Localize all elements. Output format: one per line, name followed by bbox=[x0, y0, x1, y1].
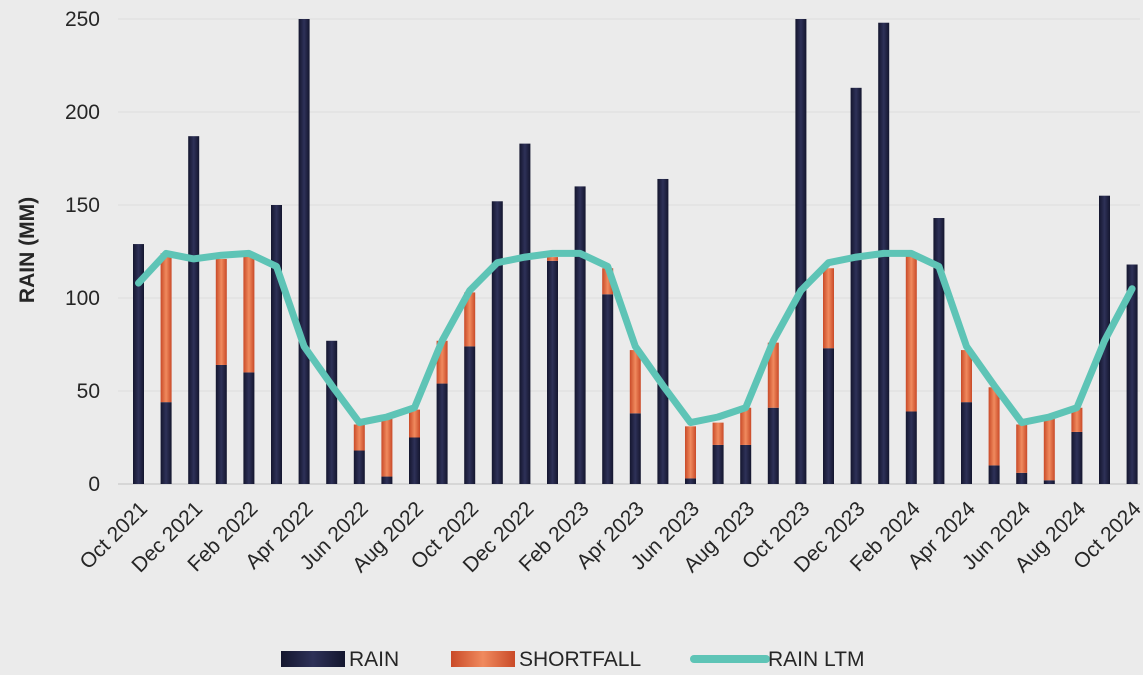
bar-rain bbox=[657, 178, 669, 484]
bar-shortfall bbox=[1071, 407, 1083, 432]
bar-shortfall bbox=[243, 253, 255, 373]
legend-swatch-shortfall bbox=[451, 651, 515, 667]
legend: RAIN SHORTFALL RAIN LTM bbox=[281, 648, 864, 671]
bar-shortfall bbox=[823, 268, 834, 349]
bar-rain bbox=[740, 444, 752, 484]
y-tick-label: 150 bbox=[65, 194, 100, 217]
bar-shortfall bbox=[629, 350, 641, 414]
legend-item-rain: RAIN bbox=[281, 648, 399, 671]
bar-rain bbox=[271, 205, 282, 484]
bar-rain bbox=[1071, 431, 1083, 484]
bar-shortfall bbox=[988, 387, 1000, 466]
bar-shortfall bbox=[547, 257, 558, 261]
legend-swatch-rain bbox=[281, 651, 345, 667]
bar-rain bbox=[547, 260, 558, 484]
bar-shortfall bbox=[712, 422, 724, 445]
bar-rain bbox=[685, 478, 696, 484]
bar-shortfall bbox=[740, 407, 752, 445]
bar-rain bbox=[381, 476, 393, 484]
bar-rain bbox=[464, 346, 476, 484]
bar-rain bbox=[243, 372, 255, 484]
line-rain-ltm bbox=[135, 249, 1136, 427]
bar-rain bbox=[712, 444, 724, 484]
bar-rain bbox=[188, 136, 200, 484]
bar-shortfall bbox=[905, 255, 917, 412]
bar-shortfall bbox=[160, 253, 172, 403]
y-axis-ticks: 0 50 100 150 200 250 bbox=[65, 8, 100, 496]
bar-rain bbox=[1126, 264, 1138, 484]
bar-shortfall bbox=[464, 292, 476, 347]
legend-label-rain-ltm: RAIN LTM bbox=[768, 648, 864, 671]
bar-rain bbox=[409, 437, 420, 484]
bar-rain bbox=[298, 19, 310, 484]
y-axis-label: RAIN (MM) bbox=[16, 197, 39, 303]
bar-shortfall bbox=[409, 409, 420, 438]
bar-rain bbox=[491, 201, 503, 484]
bar-rain bbox=[1016, 472, 1028, 484]
bar-rain bbox=[823, 348, 834, 484]
bar-rain bbox=[326, 340, 338, 484]
bar-shortfall bbox=[602, 268, 614, 295]
bar-shortfall bbox=[1016, 424, 1028, 473]
legend-label-shortfall: SHORTFALL bbox=[519, 648, 641, 671]
bar-shortfall bbox=[353, 424, 365, 451]
bar-rain bbox=[767, 407, 779, 484]
bar-rain bbox=[436, 383, 448, 484]
bar-shortfall bbox=[961, 350, 972, 403]
bar-shortfall bbox=[685, 426, 696, 479]
bar-shortfall bbox=[215, 258, 227, 365]
bar-rain bbox=[133, 244, 144, 484]
bar-shortfall bbox=[767, 342, 779, 408]
bar-shortfall bbox=[1043, 415, 1055, 481]
bars bbox=[133, 19, 1138, 484]
bar-rain bbox=[160, 402, 172, 484]
bar-rain bbox=[629, 413, 641, 484]
bar-rain bbox=[850, 87, 862, 484]
bar-rain bbox=[353, 450, 365, 484]
bar-rain bbox=[961, 402, 972, 484]
bar-rain bbox=[905, 411, 917, 484]
y-tick-label: 200 bbox=[65, 101, 100, 124]
bar-rain bbox=[795, 19, 807, 484]
bar-shortfall bbox=[436, 340, 448, 384]
bar-rain bbox=[215, 364, 227, 484]
bar-rain bbox=[933, 218, 945, 484]
bar-rain bbox=[988, 465, 1000, 484]
y-tick-label: 250 bbox=[65, 8, 100, 31]
legend-item-shortfall: SHORTFALL bbox=[451, 648, 641, 671]
legend-item-rain-ltm: RAIN LTM bbox=[690, 648, 864, 671]
bar-rain bbox=[574, 186, 586, 484]
y-tick-label: 50 bbox=[77, 380, 100, 403]
legend-label-rain: RAIN bbox=[349, 648, 399, 671]
bar-shortfall bbox=[381, 418, 393, 477]
bar-rain bbox=[519, 143, 531, 484]
bar-rain bbox=[602, 294, 614, 484]
bar-rain bbox=[1043, 480, 1055, 484]
y-tick-label: 100 bbox=[65, 287, 100, 310]
ltm-line-layer bbox=[135, 249, 1136, 427]
y-tick-label: 0 bbox=[88, 473, 100, 496]
